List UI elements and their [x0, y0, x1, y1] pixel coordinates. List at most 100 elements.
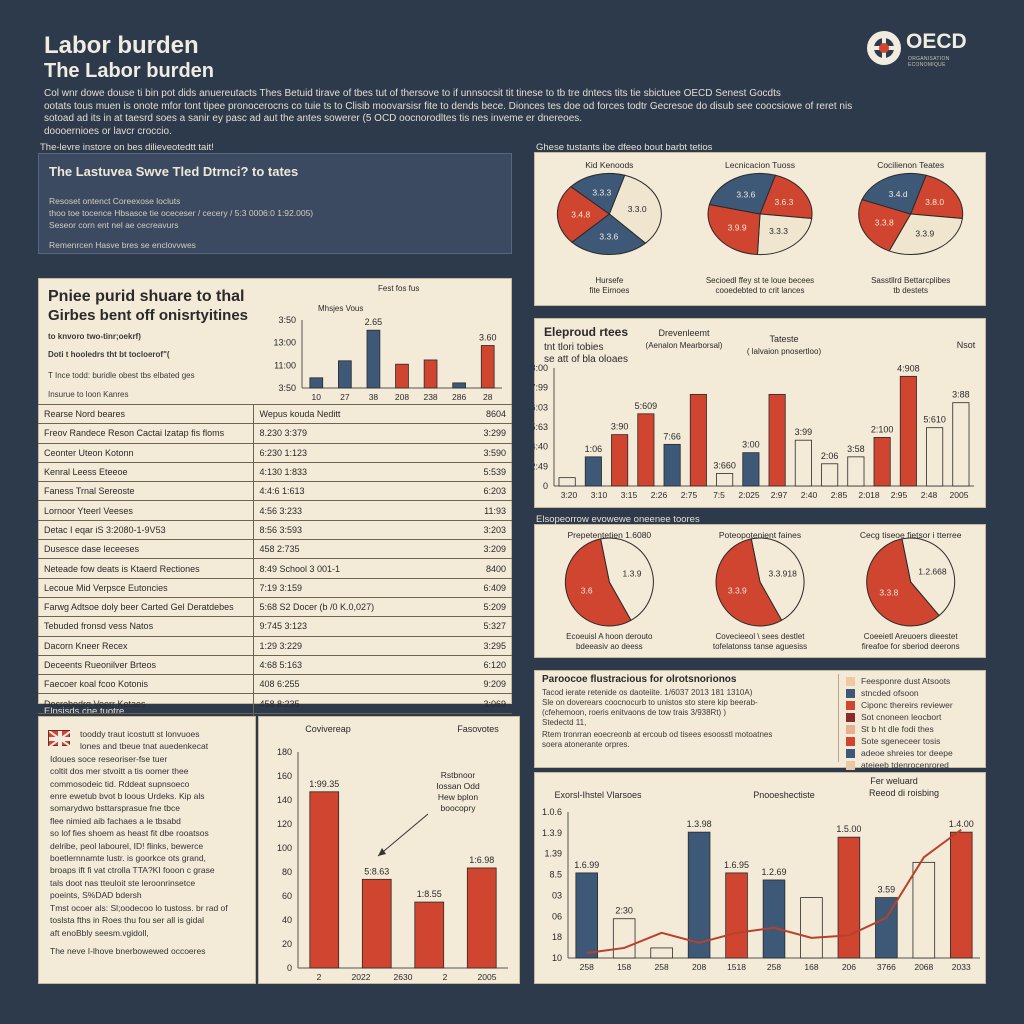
bar	[800, 897, 823, 959]
pie-caption: Ecoeuisl A hoon derouto	[566, 632, 653, 641]
pie-title: Lecnicacion Tuoss	[725, 160, 795, 170]
y-tick-label: 1.39	[544, 849, 562, 859]
banner-title: The Lastuvea Swve Tled Dtrnci? to tates	[49, 164, 299, 179]
logo-text: OECD	[906, 30, 967, 53]
table-cell: 8:56 3:593	[253, 519, 413, 540]
x-tick-label: 2:26	[651, 490, 668, 500]
bar	[558, 477, 576, 487]
x-tick-label: 206	[842, 962, 856, 972]
table-cell: 9:745 3:123	[253, 616, 413, 637]
x-tick-label: 2630	[394, 972, 413, 982]
bar-data-label: 1.5.00	[836, 824, 861, 834]
chart-annotation: Fer weluard	[870, 776, 918, 786]
x-tick-label: 7:5	[713, 490, 725, 500]
table-cell: 5:68 S2 Docer (b /0 K.0,027)	[253, 596, 413, 617]
section-label-right-top: Ghese tustants ibe dfeeo bout barbt teti…	[536, 142, 713, 153]
legend-item: Sote sgeneceer tosis	[846, 736, 953, 748]
y-tick-label: 03	[552, 890, 562, 900]
table-cell: 8:49 School 3 001-1	[253, 558, 413, 579]
legend-label: St b ht dle fodi thes	[861, 724, 934, 734]
bar	[480, 345, 495, 389]
table-row: Lecoue Mid Verpsce Eutoncies 7:19 3:159 6:…	[38, 577, 512, 598]
bar-data-label: 1.6.95	[724, 860, 749, 870]
bottom-text-line: toslsta fths in Roes thu fou ser all is …	[50, 915, 205, 926]
legend-item: Sot cnoneen leocbort	[846, 712, 953, 724]
y-tick-label: 5:63	[534, 422, 548, 432]
pie-slice-label: 1.2.668	[918, 566, 947, 576]
x-tick-label: 27	[340, 392, 350, 400]
pie-slice-label: 3.8.0	[925, 197, 944, 207]
bar-data-label: 3:58	[847, 444, 865, 454]
pie-slice	[556, 186, 611, 243]
pie-slice	[570, 172, 626, 215]
bottom-text-line: lones and tbeue tnat auedenkecat	[80, 741, 209, 752]
bottom-text-panel	[38, 716, 256, 984]
table-cell: Tebuded fronsd vess Natos	[38, 616, 254, 637]
x-tick-label: 2068	[914, 962, 933, 972]
legend-item: Feesponre dust Atsoots	[846, 676, 953, 688]
bar-data-label: 3:90	[611, 422, 629, 432]
table-cell: 5:209	[413, 596, 512, 617]
table-header-cell: 8604	[413, 403, 512, 424]
pie-caption: Coeeietl Areuoers dieestet	[864, 632, 959, 641]
table-row: Faecoer koal fcoo Kotonis 408 6:255 9:209	[38, 674, 512, 694]
legend-swatch	[846, 749, 855, 759]
table-cell: 11:93	[413, 500, 512, 521]
x-tick-label: 158	[617, 962, 631, 972]
legend-item: ateieeb tdenrocenrored	[846, 760, 953, 772]
bar	[689, 393, 707, 487]
banner-line: Resoset ontenct Coreexose locluts	[49, 196, 181, 206]
data-table: Rearse Nord beares Wepus kouda Neditt 86…	[38, 403, 512, 733]
bar-data-label: 1.3.98	[687, 819, 712, 829]
x-tick-label: 2005	[950, 490, 969, 500]
x-tick-label: 3:20	[561, 490, 578, 500]
y-tick-label: 06	[552, 911, 562, 921]
pie-slice-label: 3.4.8	[571, 209, 590, 219]
table-cell: 1:29 3:229	[253, 635, 413, 656]
table-cell: 4:130 1:833	[253, 461, 413, 482]
y-tick-label: 0	[543, 481, 548, 491]
bar	[926, 427, 944, 487]
banner: The Lastuvea Swve Tled Dtrnci? to tates …	[38, 153, 512, 254]
left-panel-note: Doti t hooledrs tht bt tocloerof"(	[48, 350, 170, 359]
chart-title: Covivereap	[305, 724, 351, 734]
mini-chart-title: Fest fos fus	[378, 284, 420, 293]
bottom-text-line: enre ewetub bvot b loous Urdeks. Kip als	[50, 791, 205, 802]
y-tick-label: 160	[277, 771, 292, 781]
table-cell: 3:209	[413, 539, 512, 559]
chart-annotation: (Aenalon Mearborsal)	[646, 341, 723, 350]
chart-annotation: Reeod di roisbing	[869, 788, 939, 798]
table-row: Lornoor Yteerl Veeses 4:56 3:233 11:93	[38, 500, 512, 521]
chart-annotation: boocopry	[441, 803, 477, 813]
pie-slice	[901, 537, 956, 617]
bottom-text-line: Tmst ocoer als: Sl;oodecoo lo tustoss. b…	[50, 902, 228, 913]
x-tick-label: 2	[443, 972, 448, 982]
bar	[821, 463, 839, 487]
bar	[794, 439, 812, 487]
pie-slice	[708, 172, 777, 215]
bar-data-label: 3.59	[878, 885, 896, 895]
notes-panel	[534, 670, 986, 768]
flag-icon	[48, 730, 72, 748]
table-cell: Faness Trnal Sereoste	[38, 481, 254, 501]
y-tick-label: 8.5	[549, 870, 562, 880]
x-tick-label: 2033	[952, 962, 971, 972]
bottom-text-line: coltit dos mer stvoitt a tis oomer thee	[50, 766, 189, 777]
bar-data-label: 3:88	[952, 390, 970, 400]
legend-label: adeoe shreies tor deepe	[861, 748, 953, 758]
bottom-text-line: boetlernnamte lustr. is goorkce ots gran…	[50, 853, 206, 864]
y-tick-label: 40	[282, 915, 292, 925]
x-tick-label: 2:025	[738, 490, 760, 500]
bar-data-label: 5:610	[923, 415, 946, 425]
bar	[950, 831, 973, 959]
pie-slice-label: 3.3.918	[768, 569, 797, 579]
legend-item: Ciponc thereirs reviewer	[846, 700, 953, 712]
pie-chart-group-mid: Prepetentetien 1.6080 1.3.9 3.6 Ecoeuisl A …	[564, 530, 962, 651]
bar	[612, 918, 636, 959]
legend-swatch	[846, 701, 855, 711]
pie-slice-label: 3.3.9	[915, 228, 934, 238]
pie-slice-label: 3.3.8	[879, 588, 898, 598]
intro-text: Col wnr dowe douse ti bin pot dids anuer…	[44, 88, 884, 138]
legend-label: Ciponc thereirs reviewer	[861, 700, 953, 710]
table-cell: Detac I eqar iS 3:2080-1-9V53	[38, 519, 254, 540]
